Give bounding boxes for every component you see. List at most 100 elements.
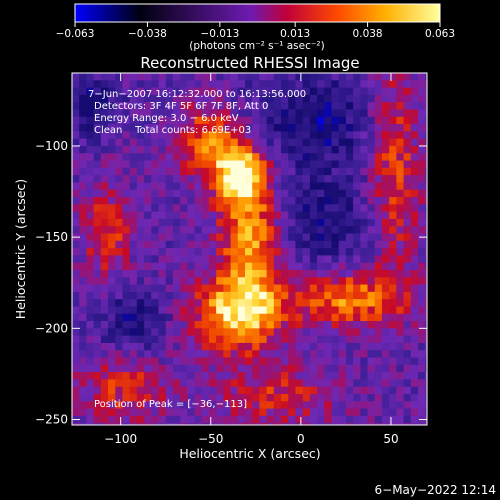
- heatmap-cell: [281, 379, 289, 388]
- heatmap-cell: [403, 87, 412, 96]
- heatmap-cell: [360, 153, 369, 162]
- heatmap-cell: [244, 94, 253, 103]
- heatmap-cell: [403, 335, 412, 344]
- heatmap-cell: [72, 182, 80, 191]
- heatmap-cell: [187, 233, 196, 242]
- heatmap-cell: [158, 299, 167, 308]
- heatmap-cell: [295, 73, 304, 81]
- heatmap-cell: [266, 175, 275, 184]
- heatmap-cell: [396, 277, 405, 286]
- heatmap-cell: [403, 204, 412, 213]
- heatmap-cell: [230, 94, 239, 103]
- heatmap-cell: [331, 160, 340, 169]
- heatmap-cell: [288, 401, 297, 410]
- heatmap-cell: [208, 175, 217, 184]
- heatmap-cell: [79, 87, 88, 96]
- heatmap-cell: [230, 386, 239, 395]
- heatmap-cell: [353, 306, 361, 315]
- heatmap-cell: [129, 269, 138, 278]
- heatmap-cell: [281, 160, 289, 169]
- heatmap-cell: [317, 342, 325, 351]
- heatmap-cell: [331, 189, 340, 198]
- heatmap-cell: [266, 269, 275, 278]
- heatmap-cell: [136, 313, 145, 322]
- heatmap-cell: [172, 153, 181, 162]
- heatmap-cell: [410, 138, 419, 147]
- heatmap-cell: [115, 284, 124, 293]
- heatmap-cell: [367, 357, 376, 366]
- heatmap-cell: [93, 255, 102, 264]
- heatmap-cell: [230, 182, 239, 191]
- heatmap-cell: [295, 364, 304, 373]
- heatmap-cell: [86, 415, 95, 424]
- heatmap-cell: [417, 335, 426, 344]
- heatmap-cell: [381, 408, 390, 417]
- heatmap-cell: [338, 393, 347, 402]
- heatmap-cell: [324, 233, 333, 242]
- heatmap-cell: [72, 350, 80, 359]
- heatmap-cell: [389, 240, 397, 249]
- heatmap-cell: [129, 364, 138, 373]
- heatmap-cell: [144, 379, 152, 388]
- heatmap-cell: [100, 328, 109, 337]
- heatmap-cell: [252, 138, 261, 147]
- heatmap-cell: [360, 401, 369, 410]
- heatmap-cell: [410, 87, 419, 96]
- heatmap-cell: [72, 145, 80, 154]
- heatmap-cell: [266, 364, 275, 373]
- heatmap-cell: [309, 306, 318, 315]
- heatmap-cell: [216, 182, 224, 191]
- heatmap-cell: [223, 233, 232, 242]
- heatmap-cell: [122, 124, 131, 132]
- heatmap-cell: [288, 379, 297, 388]
- heatmap-cell: [136, 306, 145, 315]
- heatmap-cell: [79, 175, 88, 184]
- heatmap-cell: [72, 328, 80, 337]
- heatmap-cell: [410, 408, 419, 417]
- heatmap-cell: [360, 138, 369, 147]
- heatmap-cell: [115, 182, 124, 191]
- heatmap-cell: [360, 321, 369, 329]
- heatmap-cell: [367, 240, 376, 249]
- heatmap-cell: [129, 145, 138, 154]
- heatmap-cell: [86, 218, 95, 227]
- heatmap-cell: [309, 167, 318, 176]
- heatmap-cell: [367, 116, 376, 125]
- heatmap-cell: [374, 102, 383, 111]
- heatmap-cell: [266, 423, 275, 425]
- heatmap-cell: [144, 233, 152, 242]
- heatmap-cell: [309, 204, 318, 213]
- heatmap-cell: [425, 408, 427, 417]
- heatmap-cell: [172, 204, 181, 213]
- heatmap-cell: [403, 408, 412, 417]
- heatmap-cell: [194, 167, 203, 176]
- heatmap-cell: [216, 197, 224, 205]
- heatmap-cell: [367, 255, 376, 264]
- heatmap-cell: [410, 379, 419, 388]
- heatmap-cell: [230, 116, 239, 125]
- heatmap-cell: [122, 342, 131, 351]
- heatmap-cell: [165, 87, 174, 96]
- heatmap-cell: [72, 189, 80, 198]
- heatmap-cell: [187, 350, 196, 359]
- heatmap-cell: [151, 248, 160, 256]
- heatmap-cell: [403, 94, 412, 103]
- heatmap-cell: [115, 342, 124, 351]
- y-tick-label: −250: [35, 413, 68, 427]
- heatmap-cell: [151, 240, 160, 249]
- heatmap-cell: [396, 94, 405, 103]
- heatmap-cell: [396, 248, 405, 256]
- heatmap-cell: [252, 218, 261, 227]
- heatmap-cell: [273, 197, 282, 205]
- heatmap-cell: [281, 109, 289, 118]
- heatmap-cell: [208, 197, 217, 205]
- heatmap-cell: [230, 393, 239, 402]
- heatmap-cell: [338, 423, 347, 425]
- heatmap-cell: [79, 248, 88, 256]
- heatmap-cell: [331, 87, 340, 96]
- heatmap-cell: [93, 116, 102, 125]
- heatmap-cell: [79, 386, 88, 395]
- heatmap-cell: [338, 175, 347, 184]
- heatmap-cell: [165, 415, 174, 424]
- heatmap-cell: [108, 379, 116, 388]
